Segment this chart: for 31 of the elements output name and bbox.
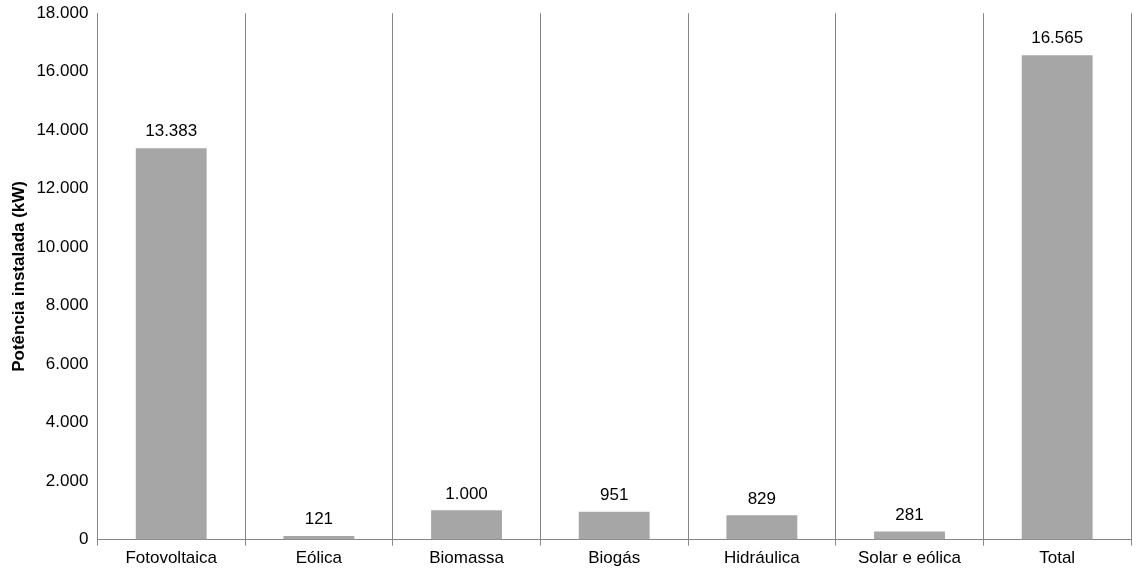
data-label: 121 — [304, 509, 334, 529]
y-tick-label: 10.000 — [36, 236, 89, 256]
bar — [874, 531, 945, 540]
bar — [1021, 55, 1093, 540]
y-tick-label: 8.000 — [45, 295, 89, 315]
y-tick-label: 4.000 — [45, 412, 89, 432]
y-tick-label: 0 — [78, 529, 89, 549]
data-label: 16.565 — [1031, 28, 1084, 48]
bar — [578, 511, 650, 540]
data-label: 829 — [747, 488, 777, 508]
bar — [431, 510, 502, 540]
x-tick-label: Total — [1039, 548, 1076, 568]
x-tick-label: Hidráulica — [724, 548, 801, 568]
data-label: 13.383 — [145, 121, 198, 141]
x-tick-label: Biogás — [588, 548, 641, 568]
y-tick-label: 6.000 — [45, 353, 89, 373]
bar — [135, 148, 207, 540]
data-label: 281 — [895, 504, 924, 524]
y-tick-label: 12.000 — [36, 178, 89, 198]
bar — [726, 515, 798, 540]
y-axis-title: Potência instalada (kW) — [8, 180, 28, 372]
y-tick-label: 18.000 — [36, 2, 89, 22]
x-tick-label: Fotovoltaica — [125, 548, 218, 568]
data-label: 1.000 — [445, 483, 488, 503]
x-tick-label: Eólica — [295, 548, 343, 568]
x-tick-label: Biomassa — [429, 548, 505, 568]
y-tick-label: 16.000 — [36, 61, 89, 81]
data-label: 951 — [600, 484, 629, 504]
y-tick-label: 2.000 — [45, 470, 89, 490]
x-tick-label: Solar e eólica — [858, 548, 962, 568]
y-tick-label: 14.000 — [36, 119, 89, 139]
